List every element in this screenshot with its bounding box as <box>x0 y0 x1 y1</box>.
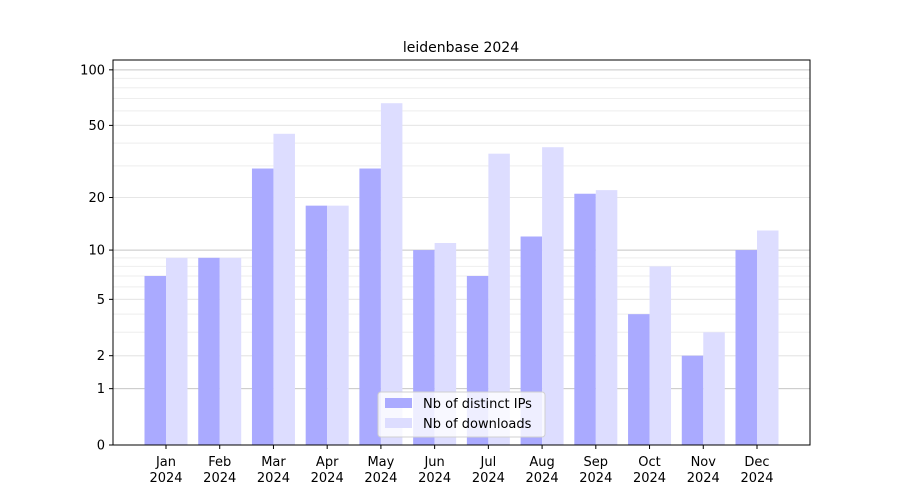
bar-distinct-ips <box>681 355 704 445</box>
legend-box <box>377 391 546 438</box>
x-tick-label-month: Dec <box>744 455 769 470</box>
x-tick-label-month: Feb <box>208 455 231 470</box>
bar-distinct-ips <box>198 257 220 445</box>
x-tick-label-year: 2024 <box>687 471 720 486</box>
y-tick-label: 0 <box>97 439 105 454</box>
y-tick-label: 5 <box>97 293 105 308</box>
x-tick-label-year: 2024 <box>526 471 559 486</box>
bar-downloads <box>542 147 564 445</box>
x-tick-label-month: Jan <box>155 455 176 470</box>
y-tick-label: 20 <box>88 191 105 206</box>
bar-downloads <box>166 257 188 445</box>
bar-downloads <box>219 257 242 445</box>
x-tick-label-month: Aug <box>529 455 554 470</box>
legend-label: Nb of downloads <box>423 417 532 432</box>
x-tick-label-year: 2024 <box>633 471 666 486</box>
bar-distinct-ips <box>628 314 650 445</box>
y-tick-label: 10 <box>88 244 105 259</box>
bar-downloads <box>273 133 295 446</box>
legend-label: Nb of distinct IPs <box>423 397 532 412</box>
plot-frame <box>112 59 811 446</box>
x-tick-label-year: 2024 <box>740 471 773 486</box>
bar-downloads <box>380 103 403 446</box>
x-tick-label-year: 2024 <box>472 471 505 486</box>
bar-distinct-ips <box>574 193 596 445</box>
x-tick-label-year: 2024 <box>418 471 451 486</box>
x-tick-label-year: 2024 <box>364 471 397 486</box>
legend-swatch <box>385 418 412 428</box>
y-tick-label: 2 <box>97 349 105 364</box>
y-axis: 0 1 2 5 10 20 50 100 <box>80 63 113 454</box>
x-tick-label-year: 2024 <box>203 471 236 486</box>
x-tick-label-year: 2024 <box>149 471 182 486</box>
x-tick-label-month: Apr <box>316 455 339 470</box>
bar-downloads <box>703 332 725 445</box>
bar-downloads <box>649 266 672 445</box>
legend: Nb of distinct IPs Nb of downloads <box>377 391 546 438</box>
y-tick-label: 1 <box>97 382 105 397</box>
bar-distinct-ips <box>735 250 757 445</box>
x-tick-label-month: Mar <box>261 455 286 470</box>
y-tick-label: 100 <box>80 63 105 78</box>
x-tick-label-month: May <box>367 455 394 470</box>
x-axis: Jan2024Feb2024Mar2024Apr2024May2024Jun20… <box>149 445 774 486</box>
y-tick-label: 50 <box>88 119 105 134</box>
bar-downloads <box>757 230 779 445</box>
chart-title: leidenbase 2024 <box>403 40 519 56</box>
bar-distinct-ips <box>144 275 166 445</box>
bar-distinct-ips <box>305 205 328 445</box>
bar-downloads <box>488 153 510 446</box>
x-tick-label-month: Sep <box>584 455 609 470</box>
bar-downloads <box>327 205 349 445</box>
bar-downloads <box>595 190 618 445</box>
bar-distinct-ips <box>251 168 274 445</box>
x-tick-label-year: 2024 <box>257 471 290 486</box>
x-tick-label-month: Jun <box>423 455 444 470</box>
legend-swatch <box>385 398 412 408</box>
bar-distinct-ips <box>359 168 381 445</box>
x-tick-label-month: Nov <box>691 455 717 470</box>
x-tick-label-year: 2024 <box>311 471 344 486</box>
x-tick-label-month: Jul <box>480 455 497 470</box>
x-tick-label-year: 2024 <box>579 471 612 486</box>
x-tick-label-month: Oct <box>638 455 660 470</box>
